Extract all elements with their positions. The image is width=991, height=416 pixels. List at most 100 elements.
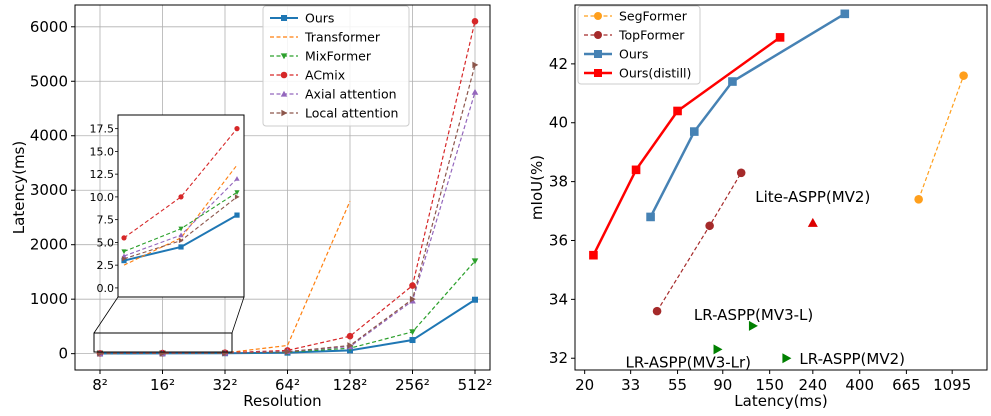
data-point-acmix <box>346 332 354 340</box>
legend-label-ours: Ours <box>619 47 648 62</box>
inset-y-tick-label: 0.0 <box>97 282 115 295</box>
x-tick-label: 665 <box>892 376 921 394</box>
legend-label-mixformer: MixFormer <box>305 49 372 64</box>
data-point-ours <box>472 296 478 303</box>
legend-marker-topformer <box>594 31 602 39</box>
inset-y-tick-label: 15.0 <box>90 145 115 158</box>
data-point-local-attention <box>409 295 416 303</box>
x-tick-label: 64² <box>275 376 300 394</box>
legend-marker-ours-distill <box>594 69 602 77</box>
inset-y-tick-label: 12.5 <box>90 168 115 181</box>
point-label-lite-aspp-mv2: Lite-ASPP(MV2) <box>755 188 870 206</box>
y-tick-label: 0 <box>58 345 68 363</box>
inset-data-point-mixformer <box>234 190 240 195</box>
legend-marker-axial-attention <box>280 90 288 97</box>
x-tick-label: 400 <box>845 376 874 394</box>
data-point-ours <box>728 77 737 86</box>
data-point-ours-distill <box>589 250 598 260</box>
legend-marker-mixformer <box>280 53 288 60</box>
x-tick-label: 8² <box>92 376 108 394</box>
legend-marker-ours <box>594 50 602 58</box>
inset-data-point-mixformer <box>178 226 184 232</box>
x-tick-label: 256² <box>395 376 430 394</box>
legend-label-segformer: SegFormer <box>619 9 688 24</box>
y-tick-label: 6000 <box>30 18 68 36</box>
data-point-ours-distill <box>673 106 682 116</box>
legend-label-transformer: Transformer <box>304 30 381 45</box>
legend: SegFormer TopFormer Ours Ours(distill) <box>577 5 701 85</box>
inset-chart: 0.0 2.5 5.0 7.5 10.0 12.5 15.0 17.5 <box>90 114 245 298</box>
inset-y-tick-label: 5.0 <box>97 236 115 249</box>
y-tick-label: 40 <box>549 114 568 132</box>
legend-label-ours: Ours <box>305 11 334 26</box>
plot-frame <box>574 4 988 371</box>
y-tick-label: 38 <box>549 173 568 191</box>
inset-y-tick-label: 7.5 <box>97 214 115 227</box>
inset-series-line-acmix <box>123 128 238 239</box>
y-tick-label: 4000 <box>30 127 68 145</box>
y-tick-label: 1000 <box>30 290 68 308</box>
series-line-segformer <box>918 75 965 200</box>
y-axis-label: Latency(ms) <box>10 141 28 234</box>
x-tick-label: 240 <box>798 376 827 394</box>
inset-data-point-acmix <box>234 126 240 132</box>
inset-data-point-acmix <box>178 194 184 200</box>
data-point-ours <box>409 337 416 344</box>
data-point-segformer <box>914 194 923 204</box>
y-tick-label: 2000 <box>30 236 68 254</box>
x-tick-label: 128² <box>333 376 368 394</box>
data-point-local-attention <box>347 342 354 349</box>
inset-data-point-mixformer <box>121 249 127 255</box>
data-point-local-attention <box>472 61 479 69</box>
y-tick-label: 32 <box>549 349 568 367</box>
inset-series-line-transformer <box>123 164 238 266</box>
point-marker-lr-aspp-mv3-l <box>748 320 758 331</box>
series-line-ours <box>649 12 846 218</box>
data-point-topformer <box>736 168 746 178</box>
zoom-region-box <box>93 332 233 353</box>
legend-label-axial-attention: Axial attention <box>305 87 397 102</box>
x-tick-label: 512² <box>458 376 493 394</box>
inset-data-point-local-attention <box>178 237 184 244</box>
point-label-lr-aspp-mv2: LR-ASPP(MV2) <box>799 350 905 368</box>
inset-y-tick-label: 10.0 <box>90 191 115 204</box>
x-axis-label: Resolution <box>243 392 321 410</box>
y-tick-label: 36 <box>549 231 568 249</box>
data-point-ours <box>689 127 699 136</box>
legend-marker-segformer <box>594 12 602 20</box>
series-line-topformer <box>656 172 742 312</box>
y-tick-label: 34 <box>549 290 568 308</box>
inset-data-point-axial-attention <box>234 176 240 181</box>
point-marker-lr-aspp-mv3-lr <box>713 344 723 355</box>
y-tick-label: 3000 <box>30 181 68 199</box>
x-tick-label: 20 <box>575 376 594 394</box>
data-point-local-attention <box>284 348 291 356</box>
legend-label-ours-distill: Ours(distill) <box>619 66 691 81</box>
x-tick-label: 55 <box>668 376 687 394</box>
legend-marker-acmix <box>280 71 288 79</box>
point-marker-lite-aspp-mv2 <box>807 217 818 227</box>
data-point-acmix <box>471 18 479 25</box>
legend-label-acmix: ACmix <box>305 68 345 83</box>
inset-data-point-acmix <box>121 235 127 241</box>
data-point-mixformer <box>471 258 479 265</box>
x-axis-label: Latency(ms) <box>734 392 827 410</box>
legend-marker-ours <box>281 15 287 21</box>
inset-data-point-ours <box>234 212 240 218</box>
zoom-connector <box>93 296 119 334</box>
legend-label-topformer: TopFormer <box>618 28 685 43</box>
inset-data-point-ours <box>178 244 184 250</box>
inset-data-point-local-attention <box>121 256 127 262</box>
zoom-connector <box>231 296 245 334</box>
series-line-ours-distill <box>592 36 781 256</box>
inset-data-point-local-attention <box>234 194 240 200</box>
data-point-local-attention <box>222 349 229 357</box>
x-tick-label: 1095 <box>933 376 971 394</box>
latency-vs-resolution-chart: 8² 16² 32² 64² 128² 256² 512² 0 1000 2000 3000 4000… <box>10 4 493 410</box>
plot-frame <box>74 4 491 371</box>
data-point-segformer <box>959 71 968 80</box>
y-axis-label: mIoU(%) <box>528 155 546 220</box>
y-tick-label: 42 <box>549 55 568 73</box>
